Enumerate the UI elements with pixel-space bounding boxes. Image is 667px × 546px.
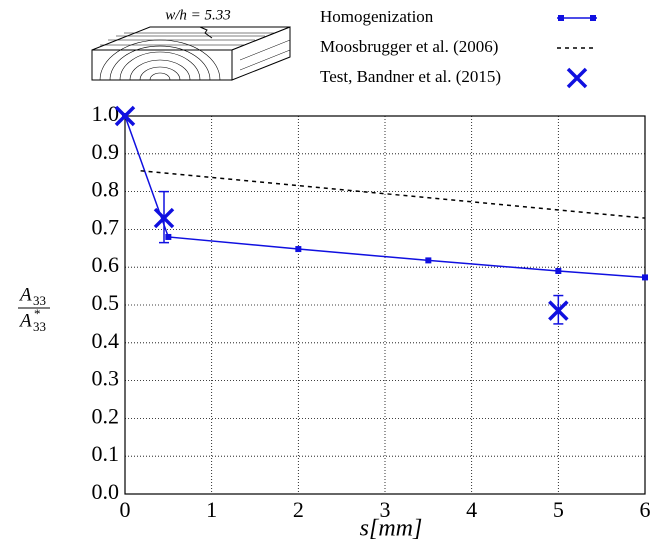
y-tick-label: 0.7 [92,214,120,239]
y-label-base: A [18,310,32,331]
y-axis-label: A 33A 33* [18,284,50,334]
x-tick-label: 2 [293,497,304,522]
y-tick-label: 0.6 [92,252,120,277]
marker [425,257,432,264]
y-tick-label: 0.8 [92,177,120,202]
annotation: w/h = 5.33 [165,7,231,23]
y-label-sub: 33 [33,319,46,334]
x-tick-label: 3 [380,497,391,522]
legend-label: Test, Bandner et al. (2015) [320,67,501,86]
x-tick-label: 6 [640,497,651,522]
marker [642,274,648,281]
marker [295,246,302,253]
marker [165,233,172,240]
y-label-base: A [18,284,32,305]
x-tick-label: 4 [466,497,477,522]
marker [548,300,569,321]
x-tick-label: 0 [120,497,131,522]
legend-entry: Test, Bandner et al. (2015) [320,67,588,89]
y-tick-label: 0.3 [92,366,120,391]
y-tick-label: 1.0 [92,101,120,126]
y-tick-label: 0.4 [92,328,120,353]
y-tick-label: 0.0 [92,479,120,504]
x-axis-label: s[mm] [360,516,423,542]
marker [558,15,564,21]
marker [590,15,596,21]
y-label-sub: 33 [33,293,46,308]
legend-entry: Moosbrugger et al. (2006) [320,37,597,56]
legend-label: Moosbrugger et al. (2006) [320,37,498,56]
x-tick-label: 5 [553,497,564,522]
y-tick-label: 0.1 [92,441,120,466]
series-line [140,170,646,219]
marker [555,267,562,274]
x-tick-label: 1 [206,497,217,522]
y-tick-label: 0.2 [92,403,120,428]
marker [153,207,175,229]
y-tick-label: 0.9 [92,139,120,164]
plot-frame [124,115,646,495]
marker [114,105,136,127]
board-sketch [91,26,291,81]
legend-label: Homogenization [320,7,434,26]
y-label-sup: * [34,306,41,321]
legend-entry: Homogenization [320,7,597,26]
marker [566,67,588,89]
y-tick-label: 0.5 [92,290,120,315]
